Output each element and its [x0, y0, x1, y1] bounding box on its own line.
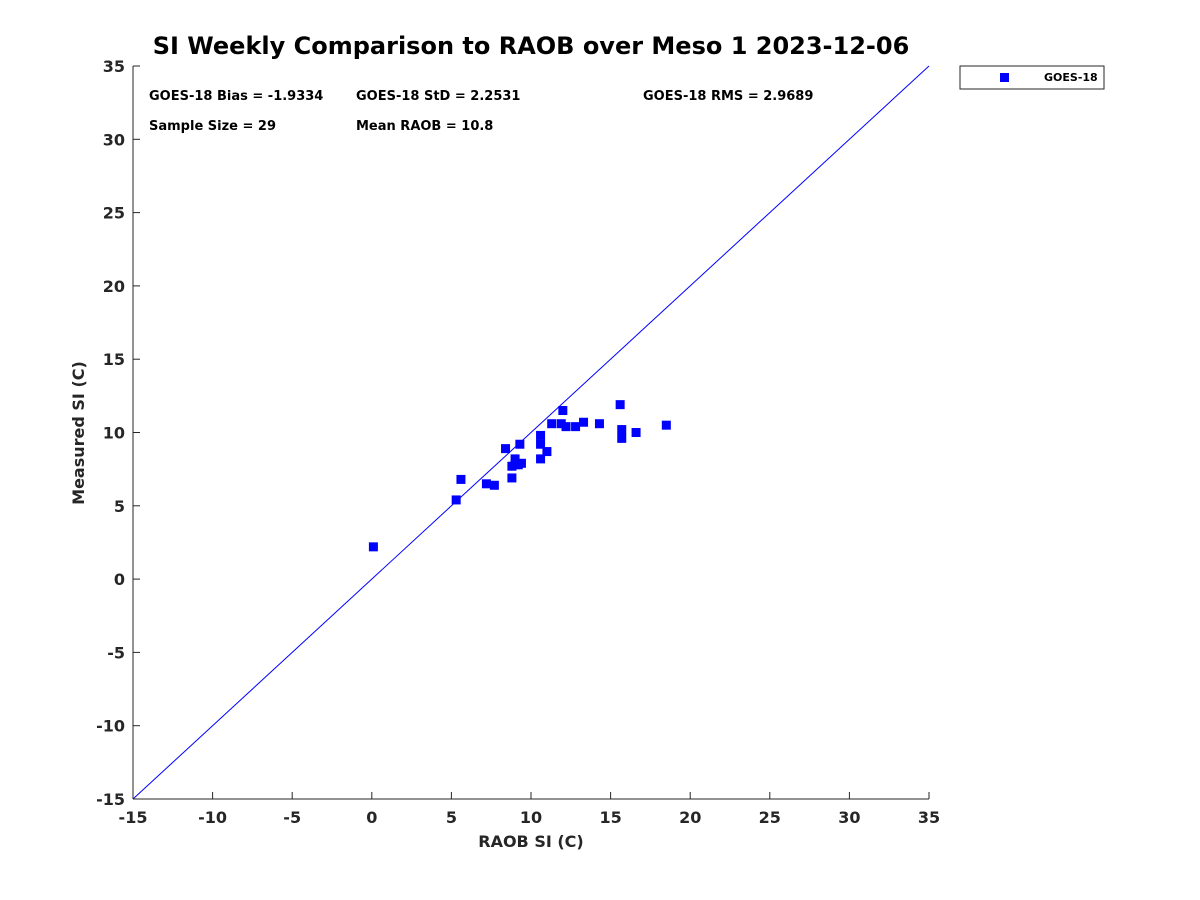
data-point	[556, 419, 566, 429]
chart-title: SI Weekly Comparison to RAOB over Meso 1…	[153, 32, 910, 60]
data-point	[456, 474, 466, 484]
x-tick-label: 5	[446, 808, 457, 827]
x-tick-label: 25	[759, 808, 781, 827]
y-tick-label: -15	[96, 790, 125, 809]
legend: GOES-18	[959, 65, 1105, 90]
rms-stat: GOES-18 RMS = 2.9689	[643, 89, 813, 104]
data-point	[579, 417, 589, 427]
data-point	[536, 454, 546, 464]
data-point	[451, 495, 461, 505]
data-point	[561, 422, 571, 432]
data-point	[510, 454, 520, 464]
legend-box	[959, 65, 1105, 90]
y-tick-label: -5	[107, 643, 125, 662]
data-point	[536, 430, 546, 440]
x-tick-label: 10	[520, 808, 542, 827]
y-tick-label: 30	[103, 130, 125, 149]
data-point	[661, 420, 671, 430]
legend-marker-goes-18	[1000, 73, 1009, 82]
x-tick-label: 20	[679, 808, 701, 827]
x-tick-label: -5	[283, 808, 301, 827]
x-tick-label: 0	[366, 808, 377, 827]
y-tick-label: 25	[103, 204, 125, 223]
data-point	[368, 542, 378, 552]
std-stat: GOES-18 StD = 2.2531	[356, 89, 520, 104]
data-point	[481, 479, 491, 489]
y-tick-label: 0	[114, 570, 125, 589]
data-point	[571, 422, 581, 432]
stats-annotations: GOES-18 Bias = -1.9334 GOES-18 StD = 2.2…	[149, 89, 813, 134]
data-point	[542, 447, 552, 457]
y-tick-label: 20	[103, 277, 125, 296]
data-point	[617, 433, 627, 443]
y-tick-label: 15	[103, 350, 125, 369]
data-point	[515, 439, 525, 449]
one-to-one-line	[132, 65, 930, 800]
y-tick-label: 35	[103, 57, 125, 76]
data-point	[516, 458, 526, 468]
x-tick-label: 15	[599, 808, 621, 827]
data-point	[617, 425, 627, 435]
data-point	[615, 400, 625, 410]
bias-stat: GOES-18 Bias = -1.9334	[149, 89, 323, 104]
y-tick-label: -10	[96, 717, 125, 736]
x-axis-label: RAOB SI (C)	[478, 832, 583, 851]
data-point	[558, 406, 568, 416]
data-point	[507, 473, 517, 483]
y-tick-label: 10	[103, 424, 125, 443]
x-tick-label: -10	[198, 808, 227, 827]
data-point	[631, 428, 641, 437]
x-tick-label: -15	[119, 808, 148, 827]
data-point	[594, 419, 604, 429]
data-point	[489, 480, 499, 490]
mean-raob-stat: Mean RAOB = 10.8	[356, 119, 493, 134]
y-tick-label: 5	[114, 497, 125, 516]
x-tick-label: 30	[838, 808, 860, 827]
plot-area: -15 -10 -5 0 5 10 15 20 25 30 35 -15 -10 -5 0 5 10 15 20 25…	[96, 57, 940, 827]
data-point	[510, 460, 520, 470]
sample-size-stat: Sample Size = 29	[149, 119, 276, 134]
x-tick-label: 35	[918, 808, 940, 827]
data-point	[536, 439, 546, 449]
data-point	[547, 419, 557, 429]
y-axis-label: Measured SI (C)	[69, 361, 88, 505]
legend-label-goes-18: GOES-18	[1044, 71, 1098, 84]
data-point	[501, 444, 511, 454]
